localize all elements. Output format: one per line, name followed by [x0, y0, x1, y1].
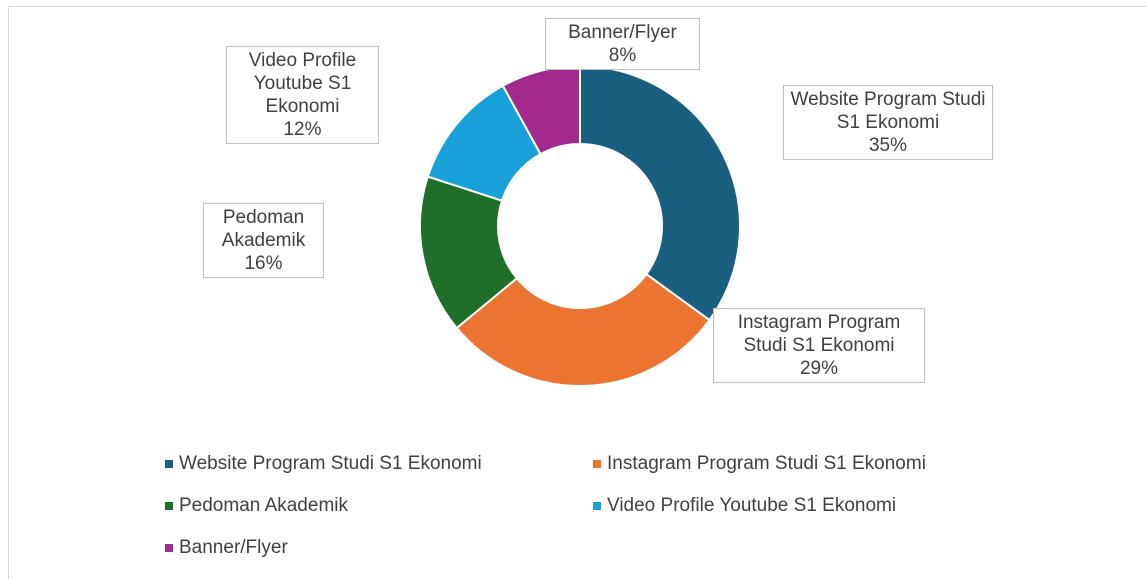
- legend-label: Website Program Studi S1 Ekonomi: [179, 453, 482, 474]
- data-label-category: Banner/Flyer: [568, 22, 677, 43]
- data-label-category: Pedoman Akademik: [221, 207, 306, 251]
- data-label: Website Program Studi S1 Ekonomi 35%: [783, 85, 993, 160]
- data-label-category: Video Profile Youtube S1 Ekonomi: [248, 50, 357, 117]
- data-label: Pedoman Akademik 16%: [203, 203, 324, 278]
- legend-item: Banner/Flyer: [165, 537, 288, 559]
- legend-label: Instagram Program Studi S1 Ekonomi: [607, 453, 926, 474]
- data-label: Banner/Flyer 8%: [545, 18, 700, 70]
- legend-item: Website Program Studi S1 Ekonomi: [165, 453, 482, 475]
- donut-slice: [579, 64, 741, 322]
- chart-frame: [8, 6, 1147, 579]
- legend-swatch: [165, 502, 173, 510]
- legend-item: Video Profile Youtube S1 Ekonomi: [593, 495, 896, 517]
- legend-swatch: [593, 460, 601, 468]
- legend-swatch: [593, 502, 601, 510]
- data-label-category: Website Program Studi S1 Ekonomi: [790, 89, 986, 133]
- data-label-value: 35%: [868, 135, 908, 156]
- legend-item: Instagram Program Studi S1 Ekonomi: [593, 453, 926, 475]
- donut-slice: [455, 272, 711, 387]
- data-label-value: 12%: [283, 119, 322, 140]
- legend-label: Video Profile Youtube S1 Ekonomi: [607, 495, 897, 516]
- data-label: Instagram Program Studi S1 Ekonomi 29%: [713, 308, 925, 383]
- legend-item: Pedoman Akademik: [165, 495, 348, 517]
- legend-swatch: [165, 544, 173, 552]
- data-label-value: 16%: [244, 253, 283, 274]
- data-label-category: Instagram Program Studi S1 Ekonomi: [737, 312, 901, 356]
- data-label: Video Profile Youtube S1 Ekonomi 12%: [226, 46, 379, 144]
- donut-slice: [419, 175, 519, 330]
- data-label-value: 8%: [608, 45, 637, 66]
- legend-swatch: [165, 460, 173, 468]
- data-label-value: 29%: [799, 358, 839, 379]
- legend-label: Banner/Flyer: [179, 537, 288, 558]
- legend-label: Pedoman Akademik: [179, 495, 348, 516]
